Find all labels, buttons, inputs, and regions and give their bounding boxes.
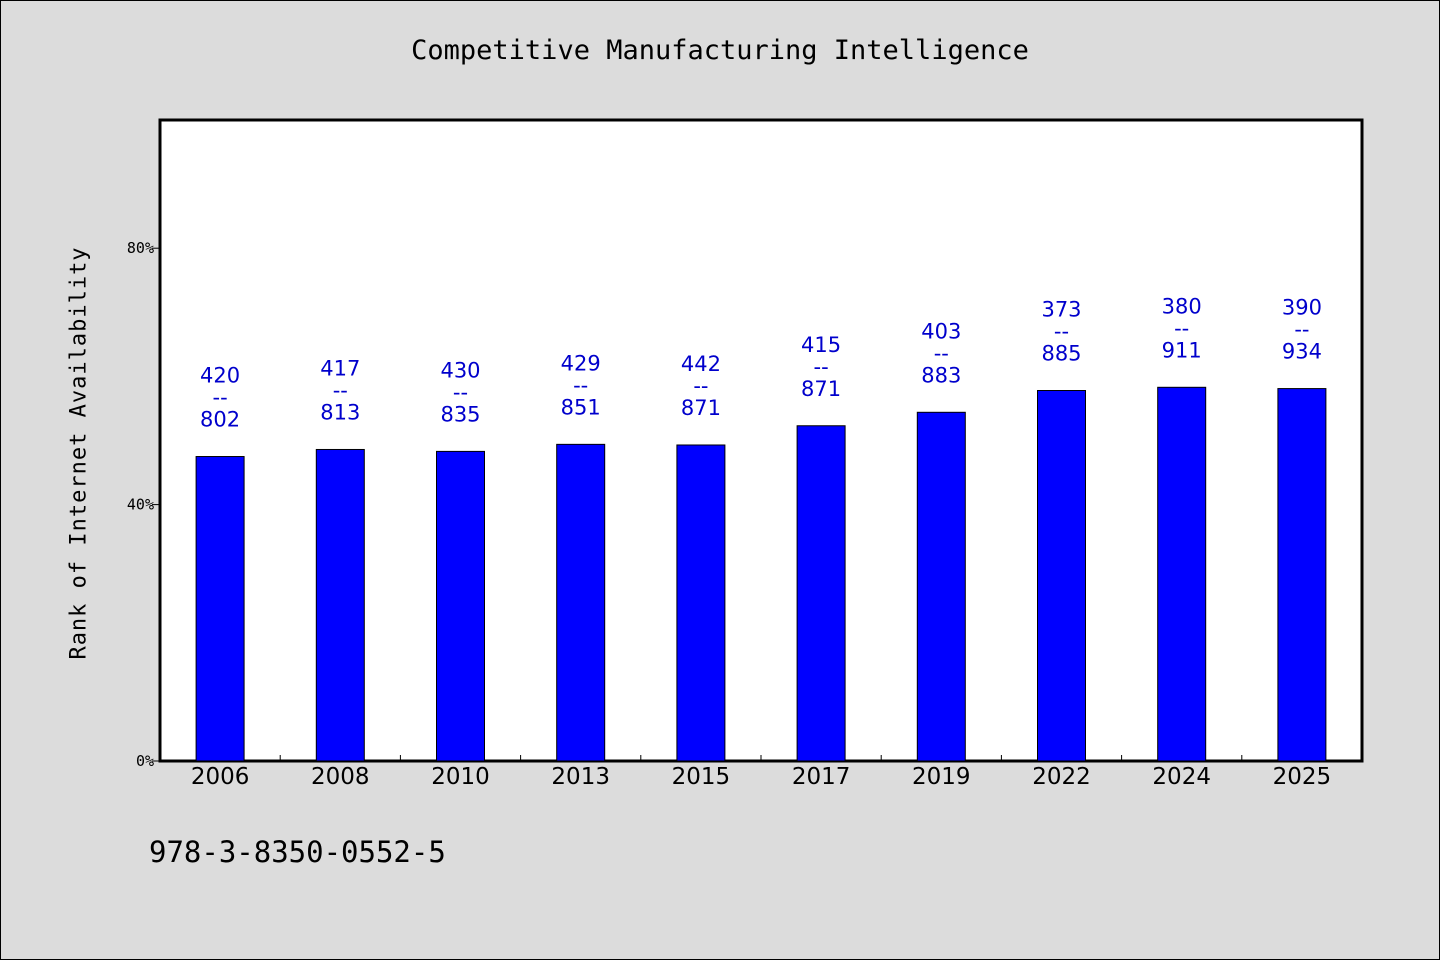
bar-2017 <box>796 425 846 762</box>
data-label: -- <box>573 373 588 397</box>
bar-2013 <box>556 443 606 762</box>
data-label: 802 <box>200 408 240 432</box>
chart-title: Competitive Manufacturing Intelligence <box>411 35 1029 66</box>
data-label: -- <box>693 374 708 398</box>
data-label: 403 <box>921 319 961 343</box>
x-tick-label: 2022 <box>1032 764 1091 790</box>
data-label: 429 <box>561 351 601 375</box>
data-label: -- <box>1294 318 1309 342</box>
y-tick-label: 80% <box>127 239 154 257</box>
x-tick-label: 2024 <box>1152 764 1211 790</box>
x-tick-label: 2025 <box>1273 764 1332 790</box>
data-label: -- <box>1174 316 1189 340</box>
data-label: 934 <box>1282 340 1322 364</box>
y-axis: 0% 40% 80% <box>127 239 160 770</box>
data-label: 851 <box>561 395 601 419</box>
bar-2024 <box>1157 386 1207 762</box>
data-label: 380 <box>1162 294 1202 318</box>
data-label: -- <box>333 378 348 402</box>
data-label: -- <box>934 341 949 365</box>
isbn-text: 978-3-8350-0552-5 <box>149 835 446 869</box>
data-label: 883 <box>921 363 961 387</box>
y-tick-label: 0% <box>136 752 154 770</box>
data-label: 430 <box>440 358 480 382</box>
bar-2025 <box>1277 388 1327 762</box>
data-label: -- <box>453 380 468 404</box>
x-tick-label: 2019 <box>912 764 971 790</box>
data-labels: 420--802417--813430--835429--851442--871… <box>200 294 1322 431</box>
data-label: -- <box>1054 320 1069 344</box>
bar-2015 <box>676 444 726 762</box>
x-tick-label: 2017 <box>792 764 851 790</box>
data-label: 390 <box>1282 296 1322 320</box>
bar-2022 <box>1037 390 1086 762</box>
data-label: 835 <box>440 402 480 426</box>
x-tick-label: 2015 <box>672 764 731 790</box>
bar-2006 <box>195 456 245 762</box>
x-tick-label: 2010 <box>431 764 490 790</box>
data-label: 871 <box>681 396 721 420</box>
x-tick-label: 2006 <box>191 764 250 790</box>
bar-2019 <box>916 411 966 762</box>
bar-2008 <box>315 448 365 762</box>
data-label: 813 <box>320 400 360 424</box>
data-label: 885 <box>1041 342 1081 366</box>
bars <box>195 386 1327 762</box>
x-axis: 2006 2008 2010 2013 2015 2017 2019 2022 2024 2025 <box>191 755 1331 790</box>
data-label: 373 <box>1041 298 1081 322</box>
data-label: 417 <box>320 356 360 380</box>
data-label: -- <box>814 355 829 379</box>
data-label: 871 <box>801 377 841 401</box>
data-label: -- <box>213 386 228 410</box>
data-label: 420 <box>200 364 240 388</box>
data-label: 911 <box>1162 338 1202 362</box>
data-label: 415 <box>801 333 841 357</box>
bar-2010 <box>436 450 485 762</box>
x-tick-label: 2013 <box>551 764 610 790</box>
y-tick-label: 40% <box>127 496 154 514</box>
x-tick-label: 2008 <box>311 764 370 790</box>
data-label: 442 <box>681 352 721 376</box>
